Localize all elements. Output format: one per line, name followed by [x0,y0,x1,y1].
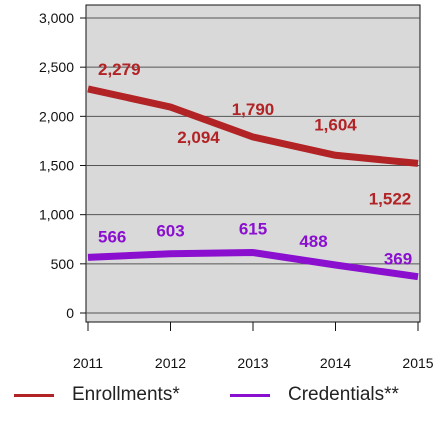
data-label: 566 [98,227,126,246]
y-tick-label: 2,500 [39,59,74,75]
data-label: 1,790 [232,100,275,119]
data-label: 369 [384,250,412,269]
series-lines [87,85,419,281]
x-tick-label: 2015 [402,355,433,371]
y-tick-label: 3,000 [39,10,74,26]
x-axis-ticks: 2011 2012 2013 2014 2015 [73,322,434,371]
legend-swatch-credentials [230,393,270,397]
y-tick-label: 1,500 [39,158,74,174]
legend-item-enrollments: Enrollments* [14,384,180,406]
gridlines [86,17,420,314]
data-label: 1,604 [314,115,357,134]
legend-label-credentials: Credentials** [288,384,399,405]
x-tick-label: 2012 [155,355,186,371]
data-label: 603 [156,222,184,241]
plot-area [85,4,421,323]
data-label: 2,094 [177,128,220,147]
legend-swatch-enrollments [14,393,54,397]
data-label: 615 [239,220,267,239]
series-line-enrollments [87,85,419,167]
legend: Enrollments* Credentials** [0,384,446,420]
data-labels: 2,279 2,094 1,790 1,604 1,522 566 603 615 488 369 [98,60,412,269]
data-label: 2,279 [98,60,141,79]
legend-label-enrollments: Enrollments* [72,384,180,405]
data-label: 488 [299,232,327,251]
y-tick-label: 0 [66,305,74,321]
y-tick-label: 2,000 [39,108,74,124]
legend-item-credentials: Credentials** [230,384,399,406]
series-line-credentials [87,249,419,281]
x-tick-label: 2013 [237,355,268,371]
y-tick-label: 500 [51,256,75,272]
x-tick-label: 2011 [73,355,103,371]
y-axis-ticks: 3,000 2,500 2,000 1,500 1,000 500 0 [39,10,86,321]
data-label: 1,522 [369,189,412,208]
y-tick-label: 1,000 [39,207,74,223]
x-tick-label: 2014 [320,355,351,371]
